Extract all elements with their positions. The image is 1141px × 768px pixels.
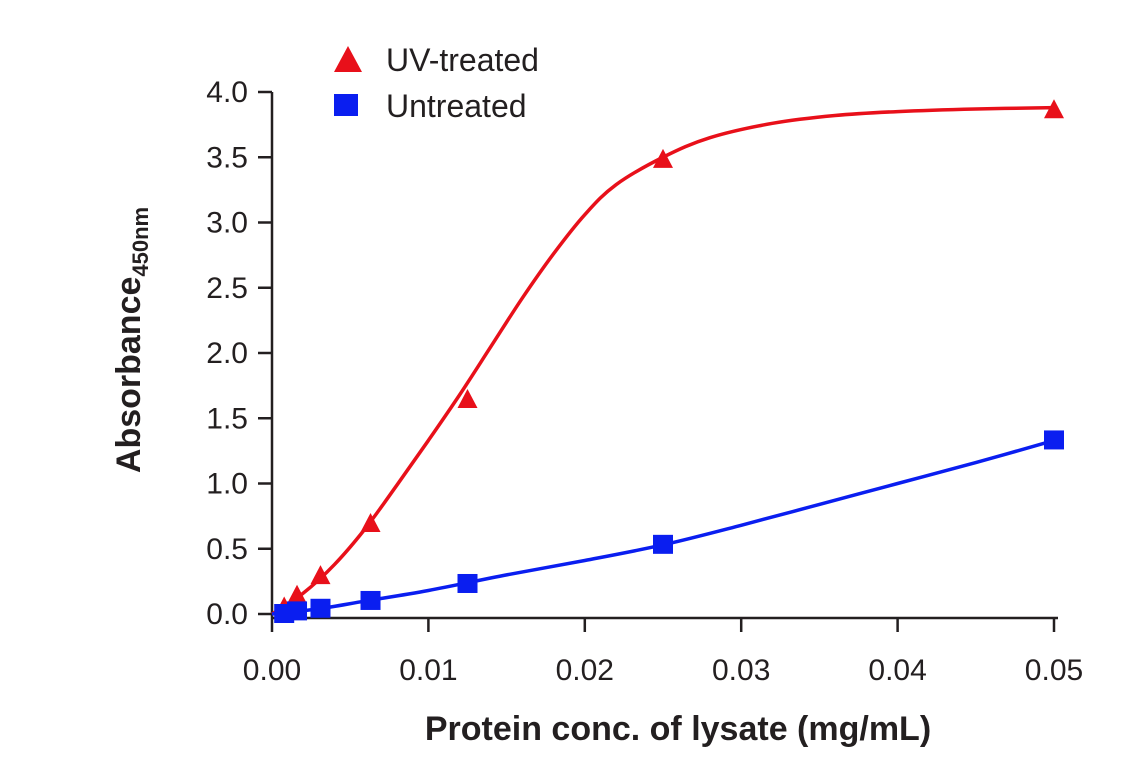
y-axis-title-main: Absorbance [110,277,148,474]
x-tick-label: 0.00 [243,654,301,687]
data-point-square [457,573,478,593]
x-tick-label: 0.05 [1025,654,1083,687]
data-point-triangle [287,584,308,604]
legend-label-untreated: Untreated [386,88,527,124]
y-tick-label: 3.5 [206,141,248,174]
data-point-square [310,598,331,618]
data-point-triangle [653,148,673,168]
y-axis-title-subscript: 450nm [128,207,153,277]
y-tick-label: 2.5 [206,272,248,305]
legend: UV-treated Untreated [334,42,539,124]
x-tick-label: 0.01 [399,654,457,687]
y-tick-label: 1.0 [206,468,248,501]
x-tick-label: 0.04 [868,654,926,687]
x-axis-title: Protein conc. of lysate (mg/mL) [425,710,931,748]
data-point-square [1044,430,1064,450]
y-tick-label: 2.0 [206,337,248,370]
data-point-square [653,534,673,554]
legend-label-uv-treated: UV-treated [386,42,539,78]
y-axis: 0.0 0.5 1.0 1.5 2.0 2.5 3.0 3.5 4.0 [206,76,274,631]
legend-marker-untreated [334,94,358,116]
data-point-triangle [1044,99,1064,119]
data-point-triangle [457,388,478,408]
y-axis-title: Absorbance450nm [110,207,153,473]
y-tick-label: 0.0 [206,598,248,631]
x-axis: 0.00 0.01 0.02 0.03 0.04 0.05 [243,616,1083,687]
data-point-triangle [360,512,381,532]
y-tick-label: 3.0 [206,207,248,240]
fit-curve-untreated [271,438,1055,616]
x-ticks: 0.00 0.01 0.02 0.03 0.04 0.05 [243,618,1083,687]
y-tick-label: 0.5 [206,533,248,566]
x-tick-label: 0.03 [712,654,770,687]
data-point-square [287,601,308,621]
data-point-square [360,590,381,610]
y-tick-label: 1.5 [206,402,248,435]
y-tick-label: 4.0 [206,76,248,109]
y-ticks: 0.0 0.5 1.0 1.5 2.0 2.5 3.0 3.5 4.0 [206,76,272,631]
data-markers [274,99,1064,623]
legend-marker-uv-treated [334,46,362,72]
x-tick-label: 0.02 [556,654,614,687]
data-point-triangle [310,565,331,585]
